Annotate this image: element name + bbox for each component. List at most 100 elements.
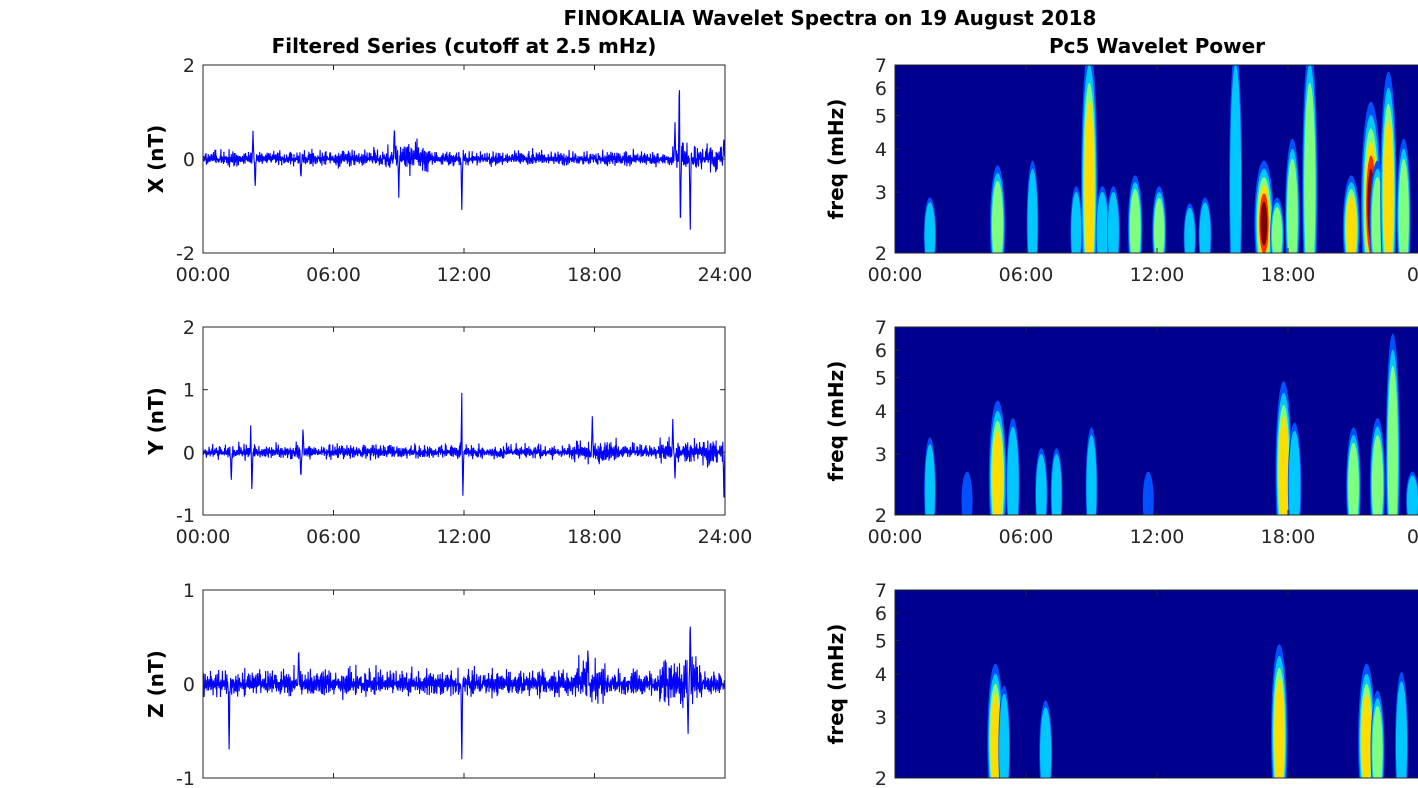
x-tick-label: 18:00 <box>1261 526 1316 548</box>
y-tick-label: -2 <box>176 243 195 265</box>
y-tick-label: 0 <box>183 149 195 171</box>
power-blob <box>1398 158 1409 253</box>
power-blob <box>1107 192 1119 253</box>
y-tick-label: 0 <box>183 442 195 464</box>
y-tick-label: 3 <box>875 182 887 204</box>
power-blob <box>1271 207 1283 253</box>
panel-3: 2 3 4 5 67 00:00 06:00 12:00 18:00 00 freq (mHz) <box>824 55 1418 286</box>
power-blob <box>1387 365 1398 515</box>
x-tick-label: 18:00 <box>567 526 622 548</box>
power-blob <box>1027 168 1038 253</box>
x-tick-label: 18:00 <box>1261 264 1316 286</box>
x-tick-label: 12:00 <box>437 264 492 286</box>
power-blob <box>1199 202 1211 253</box>
y-tick-label: 2 <box>183 55 195 77</box>
y-tick-label: 1 <box>183 380 195 402</box>
power-blob <box>1086 435 1097 515</box>
x-tick-label: 00:00 <box>176 264 231 286</box>
power-blob <box>1154 197 1165 253</box>
heatmap-cells <box>924 333 1418 515</box>
x-tick-label: 24:00 <box>698 264 753 286</box>
power-blob <box>991 180 1004 253</box>
power-blob <box>1395 681 1408 778</box>
power-blob <box>1230 65 1242 253</box>
x-tick-label: 12:00 <box>1130 526 1185 548</box>
heatmap-cells <box>987 644 1408 778</box>
power-blob <box>1406 475 1418 515</box>
heatmap-background <box>895 590 1418 778</box>
power-blob <box>990 694 1001 778</box>
panel-4: 2 3 4 5 67 00:00 06:00 12:00 18:00 00 freq (mHz) <box>824 317 1418 548</box>
y-tick-label: 7 <box>875 317 887 339</box>
right-column-title: Pc5 Wavelet Power <box>1049 34 1265 58</box>
y-tick-label: 2 <box>875 505 887 527</box>
power-blob <box>1348 442 1359 515</box>
power-blob <box>1361 694 1372 778</box>
x-tick-label: 06:00 <box>306 264 361 286</box>
power-blob <box>1286 158 1298 253</box>
power-blob <box>1372 705 1383 778</box>
power-blob <box>1071 192 1082 253</box>
panel-2: -1 0 1 Z (nT) <box>144 580 726 788</box>
power-blob <box>1035 454 1047 515</box>
y-tick-label: 4 <box>875 139 887 161</box>
y-tick-label: 6 <box>875 78 887 100</box>
x-tick-label: 12:00 <box>1130 264 1185 286</box>
y-tick-label: 2 <box>875 243 887 265</box>
power-blob <box>992 431 1003 515</box>
power-blob <box>1260 201 1268 246</box>
x-tick-label: 00:00 <box>868 264 923 286</box>
y-tick-label: -1 <box>176 768 195 788</box>
power-blob <box>1371 435 1384 515</box>
x-tick-label: 00 <box>1407 526 1418 548</box>
y-axis-label: freq (mHz) <box>824 624 848 745</box>
series-line <box>202 626 726 760</box>
x-tick-label: 18:00 <box>567 264 622 286</box>
power-blob <box>1383 119 1394 253</box>
y-tick-label: 4 <box>875 664 887 686</box>
y-tick-label: 5 <box>875 367 887 389</box>
power-blob <box>1346 196 1357 253</box>
power-blob <box>924 444 935 515</box>
series-line <box>202 392 726 498</box>
power-blob <box>1040 707 1052 778</box>
power-blob <box>1304 82 1316 253</box>
x-tick-label: 24:00 <box>698 526 753 548</box>
power-blob <box>1274 679 1285 778</box>
panel-5: 2 3 4 5 67 freq (mHz) <box>824 580 1418 788</box>
axes-box <box>202 326 726 516</box>
y-tick-label: 4 <box>875 401 887 423</box>
power-blob <box>1184 207 1196 253</box>
y-tick-label: 5 <box>875 105 887 127</box>
figure-title: FINOKALIA Wavelet Spectra on 19 August 2… <box>564 6 1097 30</box>
y-tick-label: 5 <box>875 630 887 652</box>
heatmap-cells <box>923 65 1411 253</box>
y-tick-label: 1 <box>183 580 195 602</box>
y-tick-label: 6 <box>875 340 887 362</box>
y-tick-label: 2 <box>183 317 195 339</box>
panel-0: -2 0 2 00:00 06:00 12:00 18:00 24:00 X (nT) <box>144 55 752 286</box>
x-tick-label: 06:00 <box>999 264 1054 286</box>
power-blob <box>1288 430 1301 515</box>
y-tick-label: 7 <box>875 580 887 602</box>
power-blob <box>1142 471 1154 515</box>
y-tick-label: 6 <box>875 603 887 625</box>
power-blob <box>1278 416 1289 515</box>
y-axis-label: Z (nT) <box>144 650 168 718</box>
y-tick-label: 3 <box>875 444 887 466</box>
x-tick-label: 06:00 <box>999 526 1054 548</box>
power-blob <box>999 693 1010 778</box>
y-axis-label: X (nT) <box>144 125 168 194</box>
y-axis-label: Y (nT) <box>144 387 168 456</box>
heatmap-background <box>895 327 1418 515</box>
y-tick-label: -1 <box>176 505 195 527</box>
power-blob <box>1007 426 1019 515</box>
y-tick-label: 0 <box>183 674 195 696</box>
power-blob <box>1096 192 1109 253</box>
x-tick-label: 00:00 <box>868 526 923 548</box>
x-tick-label: 12:00 <box>437 526 492 548</box>
y-tick-label: 2 <box>875 768 887 788</box>
x-tick-label: 06:00 <box>306 526 361 548</box>
y-tick-label: 7 <box>875 55 887 77</box>
